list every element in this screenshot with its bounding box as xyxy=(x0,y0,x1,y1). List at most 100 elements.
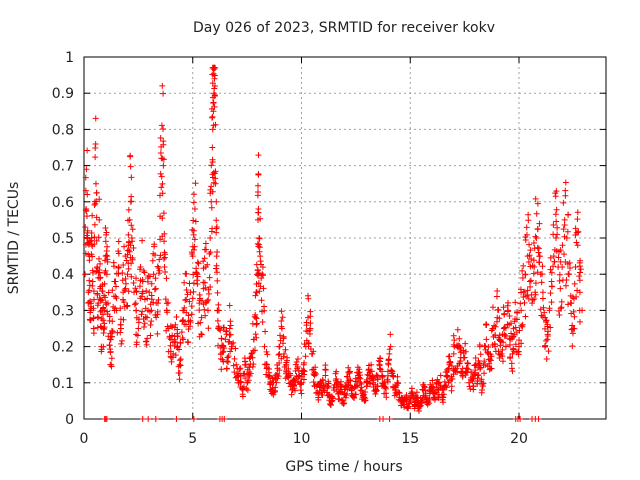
data-point xyxy=(89,282,96,289)
data-point xyxy=(183,270,190,277)
data-point xyxy=(96,255,103,262)
data-point xyxy=(273,379,280,386)
data-point xyxy=(562,179,569,186)
grid xyxy=(84,57,606,419)
data-point xyxy=(253,315,260,322)
data-point xyxy=(140,267,147,274)
data-point xyxy=(519,321,526,328)
data-point xyxy=(239,393,246,400)
data-point xyxy=(344,386,351,393)
data-point xyxy=(476,341,483,348)
data-point xyxy=(514,308,521,315)
data-point xyxy=(310,348,317,355)
data-point xyxy=(118,340,125,347)
data-point xyxy=(501,331,508,338)
data-point xyxy=(149,257,156,264)
data-point xyxy=(421,383,428,390)
data-point xyxy=(213,262,220,269)
data-point xyxy=(211,72,218,79)
data-point xyxy=(547,290,554,297)
data-point xyxy=(120,299,127,306)
data-point xyxy=(305,295,312,302)
x-tick-label: 15 xyxy=(401,431,419,447)
data-point xyxy=(529,296,536,303)
data-point xyxy=(160,126,167,133)
data-point xyxy=(236,366,243,373)
data-point xyxy=(386,350,393,357)
data-point xyxy=(227,348,234,355)
data-point xyxy=(101,324,108,331)
data-point xyxy=(146,273,153,280)
data-point xyxy=(526,241,533,248)
data-point xyxy=(479,381,486,388)
data-point xyxy=(139,237,146,244)
data-point xyxy=(363,376,370,383)
data-point xyxy=(456,342,463,349)
data-point xyxy=(440,399,447,406)
data-point xyxy=(317,380,324,387)
data-point xyxy=(518,322,525,329)
data-point xyxy=(97,283,104,290)
data-point xyxy=(523,224,530,231)
data-point xyxy=(492,323,499,330)
data-point xyxy=(281,363,288,370)
y-tick-label: 0.3 xyxy=(52,303,74,319)
data-point xyxy=(153,314,160,321)
data-point xyxy=(211,103,218,110)
data-point xyxy=(532,233,539,240)
data-point xyxy=(158,173,165,180)
data-point xyxy=(527,247,534,254)
data-point xyxy=(392,383,399,390)
data-point xyxy=(213,229,220,236)
data-point xyxy=(529,300,536,307)
data-point xyxy=(382,384,389,391)
data-point xyxy=(518,289,525,296)
data-point xyxy=(294,363,301,370)
data-point xyxy=(576,273,583,280)
data-point xyxy=(96,196,103,203)
data-point xyxy=(255,152,262,159)
data-point xyxy=(486,360,493,367)
data-point xyxy=(138,293,145,300)
data-point xyxy=(144,314,151,321)
data-point xyxy=(211,85,218,92)
data-point xyxy=(507,320,514,327)
y-tick-label: 1 xyxy=(65,50,74,66)
data-point xyxy=(88,230,95,237)
data-point xyxy=(503,332,510,339)
data-point xyxy=(374,376,381,383)
data-point xyxy=(92,200,99,207)
data-point xyxy=(550,221,557,228)
data-point xyxy=(337,378,344,385)
data-point xyxy=(82,187,89,194)
data-point xyxy=(406,399,413,406)
data-point xyxy=(151,286,158,293)
data-point xyxy=(196,307,203,314)
data-point xyxy=(139,308,146,315)
data-point xyxy=(536,253,543,260)
data-point xyxy=(255,241,262,248)
data-point xyxy=(91,202,98,209)
data-point xyxy=(86,287,93,294)
data-point xyxy=(512,299,519,306)
data-point xyxy=(194,259,201,266)
data-point xyxy=(192,180,199,187)
data-point xyxy=(313,390,320,397)
data-point xyxy=(517,416,524,422)
data-point xyxy=(565,301,572,308)
data-point xyxy=(552,211,559,218)
data-point xyxy=(213,223,220,230)
data-point xyxy=(178,329,185,336)
data-point xyxy=(208,204,215,211)
data-point xyxy=(185,326,192,333)
data-point xyxy=(552,193,559,200)
data-point xyxy=(275,351,282,358)
data-point xyxy=(464,359,471,366)
data-point xyxy=(188,303,195,310)
x-tick-label: 10 xyxy=(293,431,311,447)
data-point xyxy=(93,237,100,244)
data-point xyxy=(544,323,551,330)
data-point xyxy=(417,403,424,410)
data-point xyxy=(470,383,477,390)
